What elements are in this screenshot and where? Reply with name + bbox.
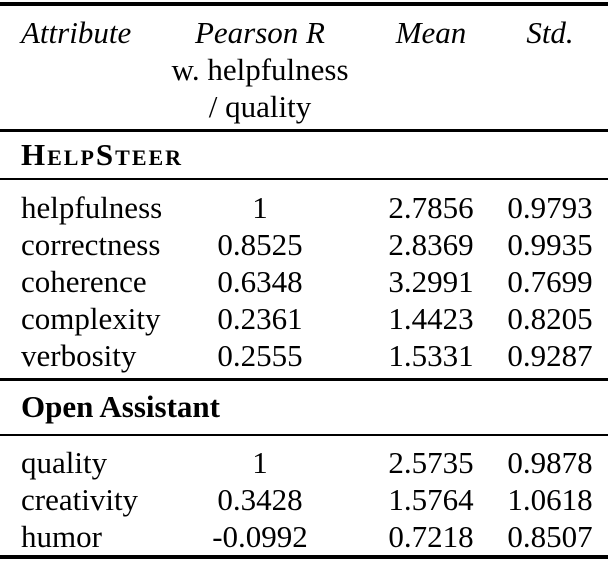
table-row: helpfulness 1 2.7856 0.9793 (0, 189, 608, 226)
cell-attribute: quality (21, 444, 108, 480)
cell-pearson-r: 0.2361 (217, 301, 303, 336)
cell-mean: 2.5735 (388, 444, 474, 480)
cell-mean: 1.5764 (388, 481, 474, 517)
cell-mean: 0.7218 (388, 518, 474, 554)
cell-attribute: helpfulness (21, 190, 163, 225)
cell-pearson-r: 0.2555 (217, 338, 303, 373)
cell-attribute: coherence (21, 264, 147, 299)
cell-std: 0.7699 (507, 264, 593, 299)
section-title-open-assistant: Open Assistant (21, 389, 220, 424)
table-row: humor -0.0992 0.7218 0.8507 (0, 518, 608, 555)
table-row: correctness 0.8525 2.8369 0.9935 (0, 226, 608, 263)
cell-std: 1.0618 (507, 481, 593, 517)
cell-attribute: creativity (21, 481, 139, 517)
cell-attribute: complexity (21, 301, 161, 336)
cell-std: 0.8507 (507, 518, 593, 554)
column-header-pearson-r: Pearson R (194, 15, 325, 50)
helpsteer-rows: helpfulness 1 2.7856 0.9793 correctness … (0, 180, 608, 378)
table-row: complexity 0.2361 1.4423 0.8205 (0, 300, 608, 337)
helpsteer-separator-rule (0, 178, 608, 180)
table-row: verbosity 0.2555 1.5331 0.9287 (0, 337, 608, 374)
cell-pearson-r: -0.0992 (212, 518, 308, 554)
column-header-std: Std. (526, 15, 574, 50)
cell-attribute: verbosity (21, 338, 137, 373)
table-top-rule (0, 2, 608, 6)
cell-mean: 1.4423 (388, 301, 474, 336)
table-row: coherence 0.6348 3.2991 0.7699 (0, 263, 608, 300)
table-header: Attribute Pearson R Mean Std. w. helpful… (0, 6, 608, 129)
header-row-3: / quality (0, 88, 608, 125)
column-header-pearson-sub1: w. helpfulness (171, 52, 349, 87)
cell-pearson-r: 1 (252, 444, 268, 480)
header-separator-rule (0, 129, 608, 132)
cell-std: 0.9878 (507, 444, 593, 480)
section-title-helpsteer: HelpSteer (21, 137, 184, 172)
cell-mean: 2.8369 (388, 227, 474, 262)
cell-mean: 3.2991 (388, 264, 474, 299)
column-header-attribute: Attribute (21, 15, 132, 50)
open-assistant-top-rule (0, 378, 608, 381)
open-assistant-separator-rule (0, 433, 608, 436)
cell-mean: 1.5331 (388, 338, 474, 373)
column-header-mean: Mean (395, 15, 467, 50)
open-assistant-rows: quality 1 2.5735 0.9878 creativity 0.342… (0, 436, 608, 555)
cell-pearson-r: 1 (252, 190, 268, 225)
cell-pearson-r: 0.6348 (217, 264, 303, 299)
column-header-pearson-sub2: / quality (208, 89, 312, 124)
cell-attribute: humor (21, 518, 102, 554)
cell-attribute: correctness (21, 227, 161, 262)
cell-pearson-r: 0.3428 (217, 481, 303, 517)
cell-pearson-r: 0.8525 (217, 227, 303, 262)
cell-std: 0.9793 (507, 190, 593, 225)
cell-std: 0.9935 (507, 227, 593, 262)
table-bottom-rule (0, 554, 608, 559)
cell-std: 0.9287 (507, 338, 593, 373)
table-row: creativity 0.3428 1.5764 1.0618 (0, 481, 608, 518)
table-row: quality 1 2.5735 0.9878 (0, 444, 608, 481)
cell-mean: 2.7856 (388, 190, 474, 225)
header-row-2: w. helpfulness (0, 51, 608, 88)
header-row-1: Attribute Pearson R Mean Std. (0, 14, 608, 51)
cell-std: 0.8205 (507, 301, 593, 336)
